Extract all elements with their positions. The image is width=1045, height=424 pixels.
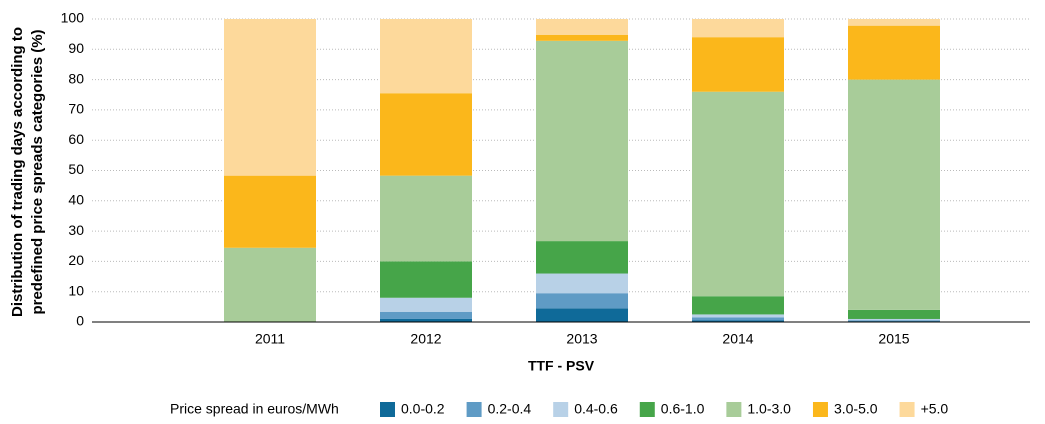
y-axis-title: Distribution of trading days according t… — [9, 27, 46, 317]
y-tick-label: 60 — [68, 131, 84, 147]
bar-segment — [848, 79, 940, 310]
bar-segment — [380, 297, 472, 313]
bar-segment — [380, 175, 472, 262]
bar-segment — [692, 314, 784, 318]
bar-segment — [380, 312, 472, 319]
y-axis-title-line: Distribution of trading days according t… — [9, 27, 26, 317]
bar-segment — [848, 320, 940, 322]
legend-swatch — [466, 402, 482, 417]
bar-segment — [692, 19, 784, 38]
bar-segment — [536, 293, 628, 309]
y-tick-label: 10 — [68, 282, 84, 298]
bar-segment — [536, 241, 628, 274]
legend-label: 0.2-0.4 — [488, 401, 532, 417]
y-tick-label: 90 — [68, 40, 84, 56]
x-tick-label: 2013 — [566, 331, 597, 347]
x-tick-label: 2011 — [255, 331, 285, 347]
bar-segment — [224, 175, 316, 248]
y-tick-label: 20 — [68, 252, 84, 268]
bar-segment — [692, 296, 784, 315]
legend-label: 0.0-0.2 — [401, 401, 445, 417]
legend-swatch — [812, 402, 828, 417]
y-tick-label: 30 — [68, 222, 84, 238]
bar-segment — [692, 37, 784, 92]
legend-swatch — [553, 402, 569, 417]
legend-swatch — [639, 402, 655, 417]
x-tick-label: 2014 — [722, 331, 753, 347]
bar-segment — [536, 273, 628, 294]
y-tick-label: 70 — [68, 101, 84, 117]
y-tick-label: 100 — [61, 10, 85, 26]
bar-segment — [848, 25, 940, 80]
legend-label: +5.0 — [921, 401, 949, 417]
bar-segment — [224, 247, 316, 322]
legend-swatch — [380, 402, 395, 417]
y-tick-label: 50 — [68, 161, 84, 177]
x-tick-label: 2012 — [410, 331, 441, 347]
bar-segment — [380, 318, 472, 322]
bar-segment — [380, 261, 472, 298]
legend-title: Price spread in euros/MWh — [170, 401, 339, 417]
bar-segment — [692, 317, 784, 321]
bar-segment — [848, 309, 940, 319]
bar-segment — [692, 320, 784, 322]
legend-label: 0.4-0.6 — [574, 401, 618, 417]
bar-segment — [536, 308, 628, 322]
bar-segment — [380, 19, 472, 94]
y-tick-label: 40 — [68, 192, 84, 208]
legend-label: 3.0-5.0 — [834, 401, 878, 417]
y-axis-title-line: predefined price spreads categories (%) — [29, 29, 46, 314]
y-tick-label: 0 — [76, 313, 84, 329]
x-axis-title: TTF - PSV — [528, 358, 595, 374]
legend-label: 0.6-1.0 — [661, 401, 705, 417]
legend-swatch — [899, 402, 915, 417]
legend-swatch — [726, 402, 742, 417]
bar-segment — [848, 19, 940, 26]
bar-segment — [536, 19, 628, 35]
x-tick-label: 2015 — [878, 331, 909, 347]
bar-segment — [536, 40, 628, 242]
bar-segment — [380, 93, 472, 176]
bar-segment — [692, 91, 784, 297]
legend-label: 1.0-3.0 — [747, 401, 791, 417]
y-tick-label: 80 — [68, 70, 84, 86]
bar-segment — [848, 318, 940, 321]
bar-segment — [224, 19, 316, 176]
bar-segment — [536, 34, 628, 41]
